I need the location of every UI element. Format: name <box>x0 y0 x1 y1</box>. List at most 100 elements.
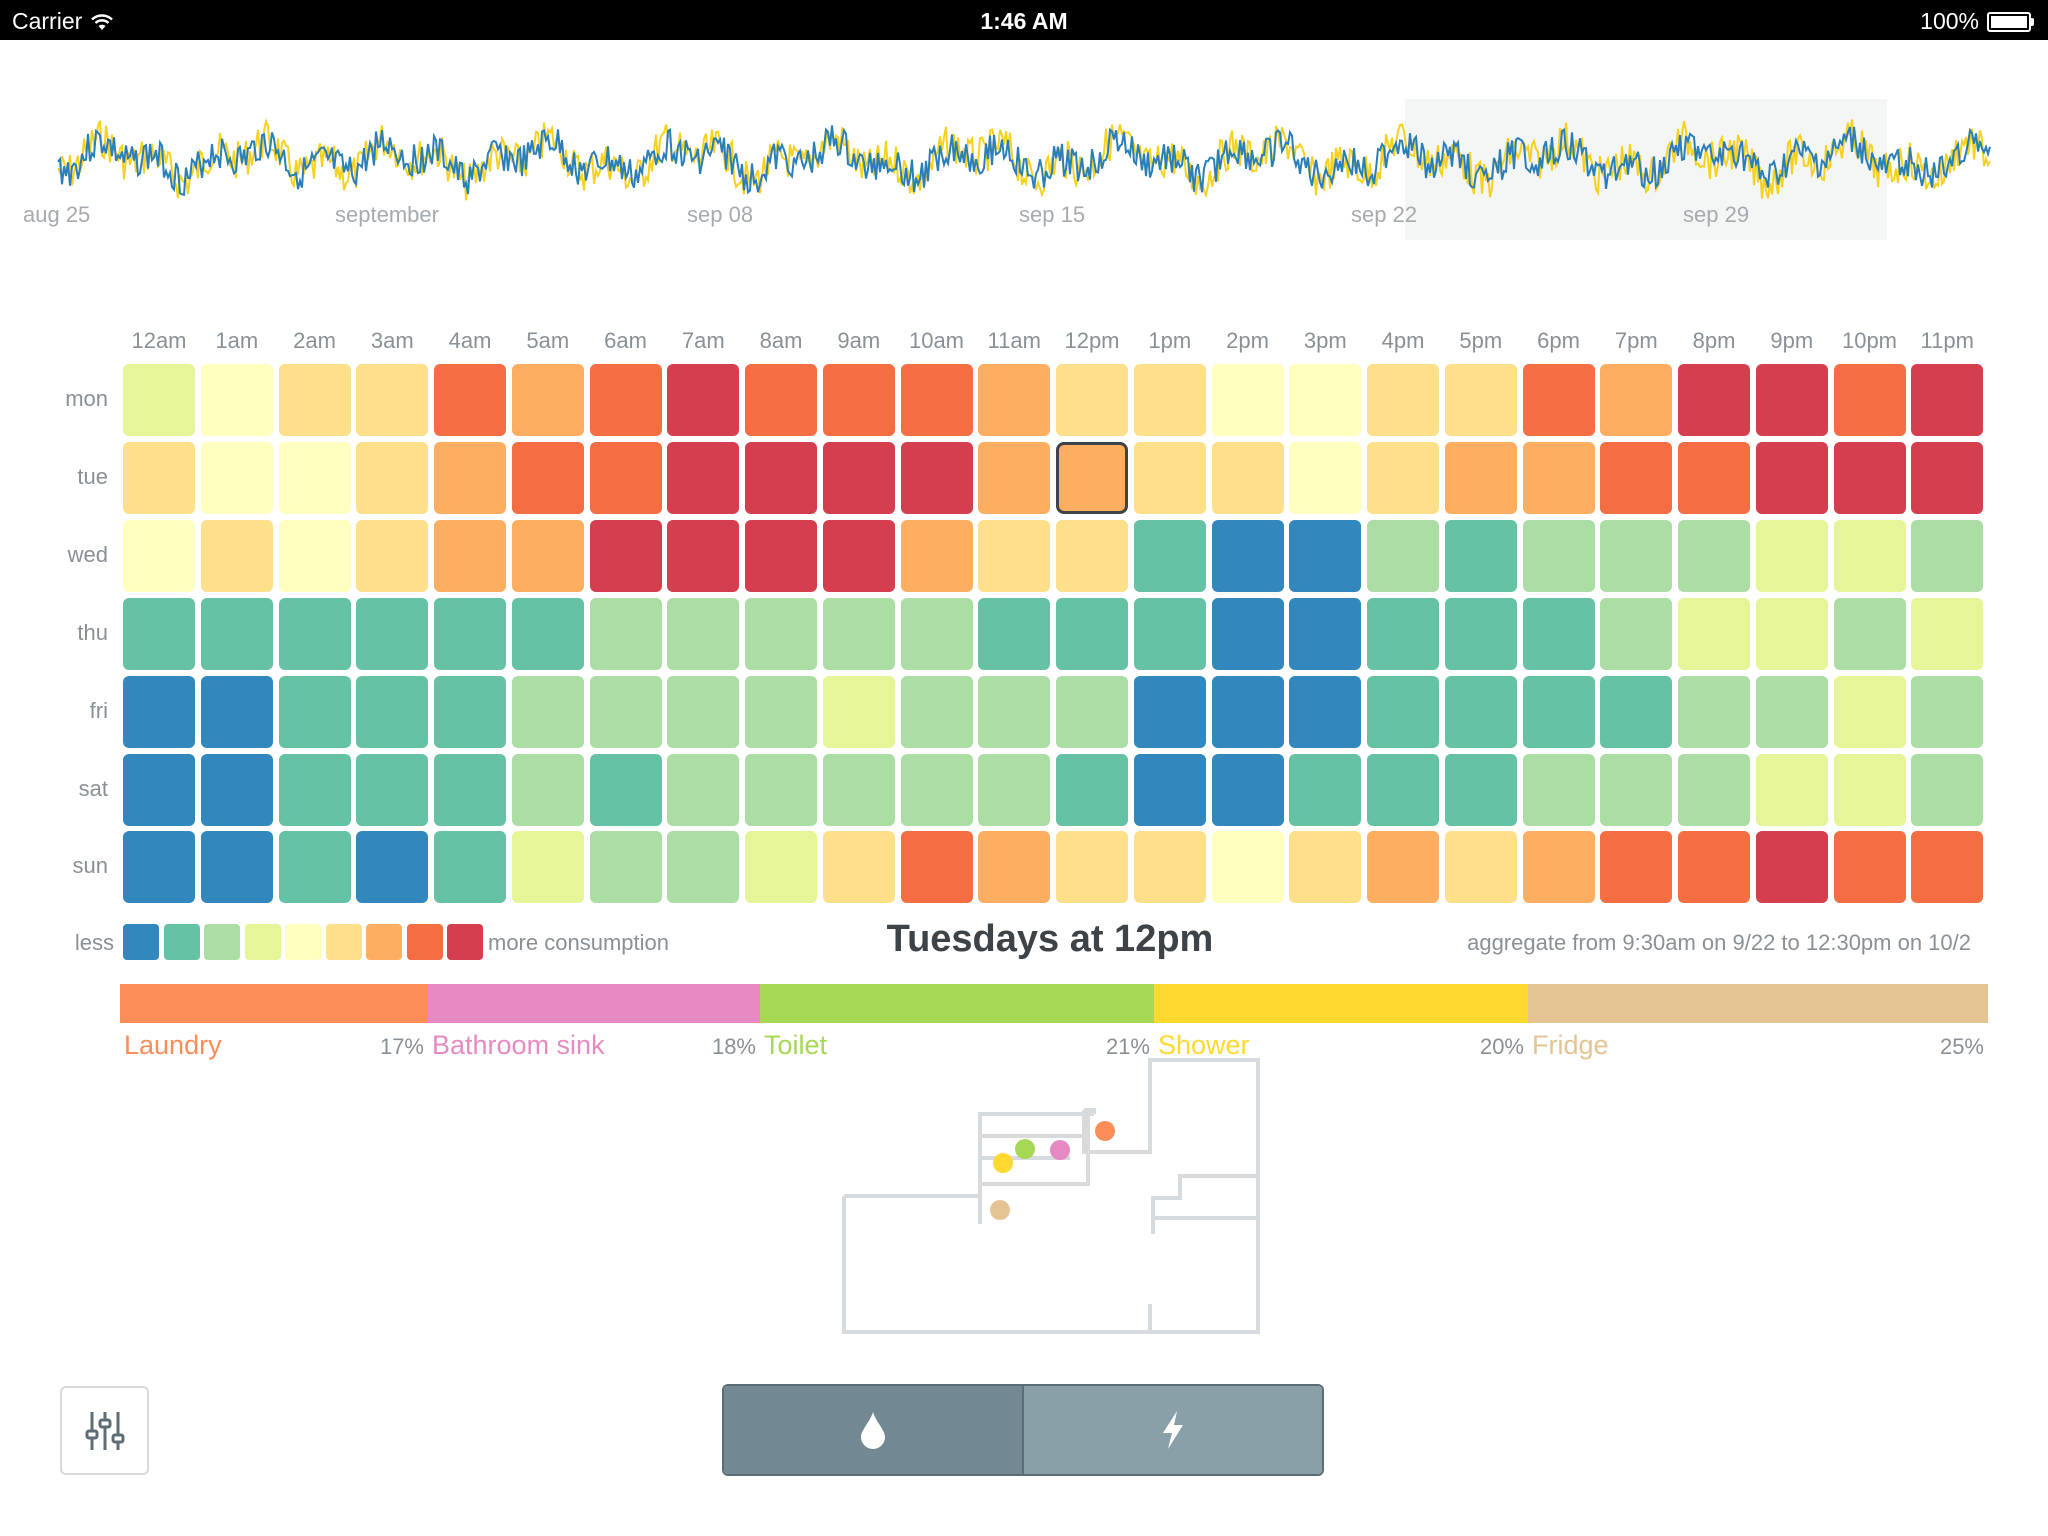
heatmap-cell[interactable] <box>511 441 584 514</box>
heatmap-cell[interactable] <box>278 519 351 592</box>
heatmap-cell[interactable] <box>511 753 584 826</box>
heatmap-cell[interactable] <box>434 831 506 904</box>
heatmap-cell[interactable] <box>1600 441 1673 514</box>
heatmap-cell[interactable] <box>1755 675 1828 748</box>
heatmap-cell[interactable] <box>434 519 506 592</box>
usage-timeline[interactable]: aug 25 september sep 08 sep 15 sep 22 se… <box>0 90 2048 250</box>
water-mode-button[interactable] <box>724 1386 1024 1474</box>
heatmap-cell[interactable] <box>589 753 662 826</box>
heatmap-cell[interactable] <box>1911 519 1984 592</box>
heatmap-cell[interactable] <box>123 675 195 748</box>
heatmap-cell[interactable] <box>1833 675 1906 748</box>
heatmap-cell[interactable] <box>278 675 351 748</box>
heatmap-cell[interactable] <box>745 753 817 826</box>
heatmap-cell[interactable] <box>1678 441 1750 514</box>
heatmap-cell[interactable] <box>589 675 662 748</box>
heatmap-cell[interactable] <box>1522 831 1595 904</box>
heatmap-cell[interactable] <box>589 364 662 436</box>
heatmap-cell[interactable] <box>200 753 273 826</box>
heatmap-cell[interactable] <box>1133 675 1206 748</box>
heatmap-cell[interactable] <box>1522 753 1595 826</box>
heatmap-cell[interactable] <box>1678 364 1750 436</box>
heatmap-cell[interactable] <box>356 831 429 904</box>
heatmap-cell[interactable] <box>1289 364 1362 436</box>
heatmap-cell[interactable] <box>1211 675 1284 748</box>
heatmap-cell[interactable] <box>1444 519 1517 592</box>
appliance-marker[interactable] <box>1050 1140 1070 1160</box>
heatmap-cell[interactable] <box>1056 831 1128 904</box>
heatmap-cell[interactable] <box>1833 441 1906 514</box>
heatmap-cell[interactable] <box>589 441 662 514</box>
heatmap-cell[interactable] <box>1367 753 1439 826</box>
heatmap-cell[interactable] <box>1522 597 1595 670</box>
heatmap-cell[interactable] <box>1522 675 1595 748</box>
heatmap-cell[interactable] <box>1289 831 1362 904</box>
heatmap-cell[interactable] <box>511 597 584 670</box>
heatmap-cell[interactable] <box>1678 519 1750 592</box>
heatmap-cell[interactable] <box>822 753 895 826</box>
heatmap-cell[interactable] <box>1133 831 1206 904</box>
heatmap-cell[interactable] <box>1911 675 1984 748</box>
heatmap-cell[interactable] <box>123 753 195 826</box>
heatmap-cell[interactable] <box>1133 364 1206 436</box>
heatmap-cell[interactable] <box>123 519 195 592</box>
appliance-marker[interactable] <box>993 1153 1013 1173</box>
heatmap-cell[interactable] <box>1133 519 1206 592</box>
resource-mode-toggle[interactable] <box>722 1384 1324 1476</box>
heatmap-cell[interactable] <box>1522 364 1595 436</box>
heatmap-cell[interactable] <box>1911 831 1984 904</box>
heatmap-cell[interactable] <box>1289 441 1362 514</box>
heatmap-cell[interactable] <box>978 364 1051 436</box>
heatmap-cell[interactable] <box>822 831 895 904</box>
heatmap-cell[interactable] <box>589 597 662 670</box>
heatmap-cell[interactable] <box>978 675 1051 748</box>
heatmap-cell[interactable] <box>1211 831 1284 904</box>
heatmap-cell[interactable] <box>1444 753 1517 826</box>
heatmap-cell[interactable] <box>1444 675 1517 748</box>
heatmap-cell[interactable] <box>1211 753 1284 826</box>
heatmap-cell[interactable] <box>200 364 273 436</box>
heatmap-cell[interactable] <box>745 519 817 592</box>
heatmap-cell[interactable] <box>1600 364 1673 436</box>
heatmap-cell[interactable] <box>511 519 584 592</box>
heatmap-cell[interactable] <box>1833 519 1906 592</box>
heatmap-cell[interactable] <box>1911 753 1984 826</box>
electric-mode-button[interactable] <box>1024 1386 1322 1474</box>
heatmap-cell[interactable] <box>1444 831 1517 904</box>
heatmap-cell[interactable] <box>1833 831 1906 904</box>
heatmap-cell[interactable] <box>200 831 273 904</box>
heatmap-cell[interactable] <box>900 753 973 826</box>
heatmap-cell[interactable] <box>1056 675 1128 748</box>
heatmap-cell[interactable] <box>278 597 351 670</box>
heatmap-cell[interactable] <box>667 519 740 592</box>
heatmap-cell[interactable] <box>356 675 429 748</box>
heatmap-cell[interactable] <box>1755 364 1828 436</box>
heatmap-cell[interactable] <box>200 441 273 514</box>
heatmap-cell[interactable] <box>667 831 740 904</box>
heatmap-cell[interactable] <box>667 597 740 670</box>
heatmap-cell[interactable] <box>1600 753 1673 826</box>
heatmap-cell[interactable] <box>1522 441 1595 514</box>
heatmap-cell[interactable] <box>978 753 1051 826</box>
heatmap-cell[interactable] <box>1289 675 1362 748</box>
heatmap-cell[interactable] <box>1056 364 1128 436</box>
heatmap-cell[interactable] <box>978 597 1051 670</box>
heatmap-cell[interactable] <box>511 831 584 904</box>
heatmap-cell[interactable] <box>1833 597 1906 670</box>
heatmap-cell[interactable] <box>1367 364 1439 436</box>
heatmap-cell[interactable] <box>1755 597 1828 670</box>
heatmap-cell[interactable] <box>123 831 195 904</box>
heatmap-cell[interactable] <box>278 441 351 514</box>
heatmap-cell[interactable] <box>1911 441 1984 514</box>
appliance-marker[interactable] <box>990 1200 1010 1220</box>
heatmap-cell[interactable] <box>589 831 662 904</box>
heatmap-cell[interactable] <box>1678 753 1750 826</box>
heatmap-cell[interactable] <box>667 675 740 748</box>
heatmap-cell[interactable] <box>1211 597 1284 670</box>
settings-button[interactable] <box>60 1386 149 1475</box>
heatmap-cell[interactable] <box>745 441 817 514</box>
heatmap-cell[interactable] <box>900 441 973 514</box>
heatmap-cell[interactable] <box>356 441 429 514</box>
heatmap-cell[interactable] <box>434 364 506 436</box>
heatmap-cell[interactable] <box>1056 519 1128 592</box>
